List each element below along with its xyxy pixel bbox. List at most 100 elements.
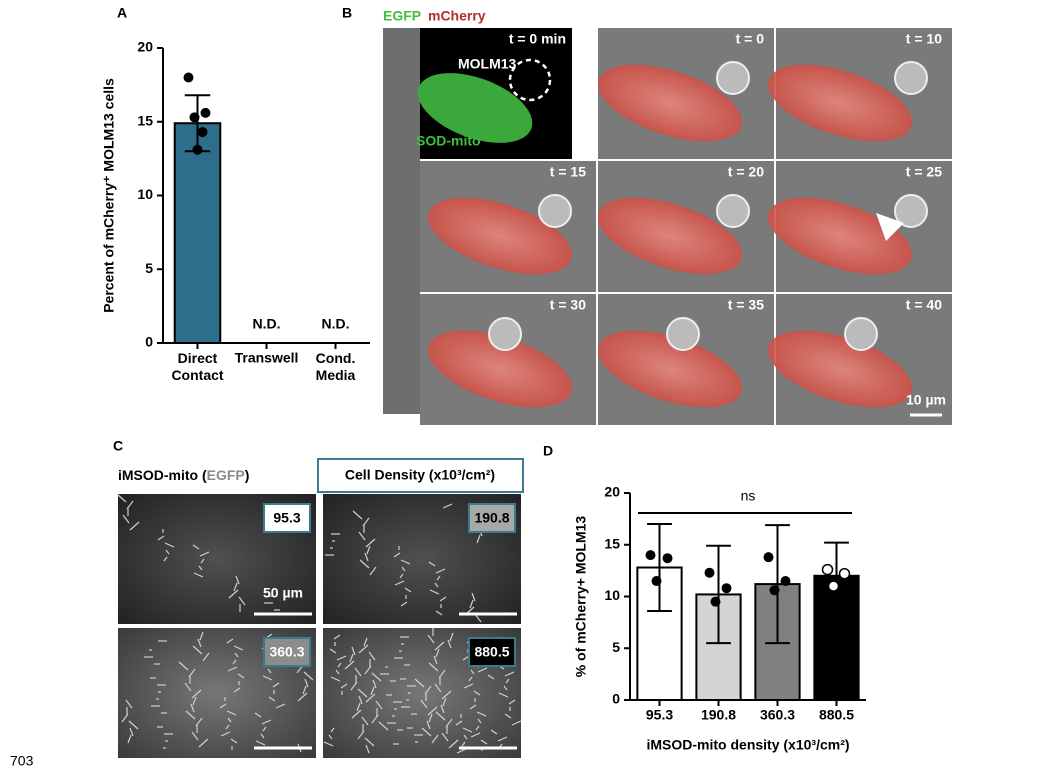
cell-process: [508, 699, 516, 705]
cell-process: [351, 646, 356, 656]
data-point: [183, 72, 194, 83]
cell-process: [220, 731, 231, 737]
cell-process: [490, 729, 498, 735]
title-part: iMSOD-mito (: [118, 467, 207, 483]
cell-process: [237, 673, 245, 679]
cell-process: [198, 565, 203, 571]
cell-process: [438, 669, 446, 679]
time-label: t = 20: [728, 164, 764, 180]
x-tick-label: 880.5: [819, 707, 854, 723]
error-bar: [765, 524, 790, 645]
cell-process: [476, 534, 481, 544]
cell-process: [262, 726, 267, 732]
data-point: [710, 596, 721, 607]
cell-process: [364, 737, 375, 747]
cell-process: [200, 558, 205, 564]
cell-process: [471, 592, 476, 602]
channel-label: EGFP: [383, 8, 421, 24]
cell-process: [429, 589, 440, 595]
molm13-cell: [538, 194, 572, 228]
time-label: t = 10: [906, 31, 942, 47]
density-image: 360.3: [118, 628, 316, 758]
scale-bar-label: 50 µm: [263, 585, 303, 601]
time-lapse-frame: t = 35: [597, 294, 774, 425]
cell-process: [369, 566, 377, 576]
cell-process: [365, 693, 376, 703]
cell-process: [449, 632, 454, 642]
cell-process: [356, 702, 361, 712]
cell-process: [157, 535, 165, 541]
time-label: t = 35: [728, 297, 764, 313]
cell-process: [505, 678, 510, 684]
cell-process: [435, 610, 443, 616]
time-lapse-frame: t = 30: [420, 294, 596, 425]
y-tick-label: 15: [604, 535, 620, 551]
cell-process: [363, 637, 368, 647]
y-tick-label: 5: [145, 260, 153, 276]
cell-process: [199, 631, 204, 641]
cell-process: [255, 740, 266, 746]
molm13-cell: [716, 61, 750, 95]
cell-process: [511, 720, 522, 726]
cell-process: [399, 573, 404, 579]
cell-process: [362, 517, 370, 527]
cell-process: [475, 725, 480, 731]
y-tick-label: 0: [612, 691, 620, 707]
data-point: [200, 107, 211, 118]
cell-process: [261, 719, 272, 725]
y-tick-label: 10: [137, 186, 153, 202]
density-value: 190.8: [474, 510, 509, 526]
cell-process: [198, 738, 209, 748]
panel-label: C: [113, 438, 123, 454]
mcherry-cell: [597, 197, 743, 275]
cell-process: [477, 667, 488, 673]
cell-process: [371, 672, 382, 682]
cell-process: [439, 596, 447, 602]
cell-process: [330, 676, 341, 682]
cell-process: [365, 744, 370, 754]
x-tick-label: Transwell: [235, 350, 299, 366]
title-part: ): [245, 467, 250, 483]
cell-process: [442, 503, 453, 509]
mcherry-cell: [597, 330, 743, 408]
cell-process: [435, 568, 446, 574]
cell-process: [365, 538, 376, 548]
x-tick-label: 360.3: [760, 707, 795, 723]
cell-process: [268, 696, 276, 702]
cell-process: [163, 556, 168, 562]
cell-process: [400, 601, 408, 607]
density-value: 880.5: [474, 644, 509, 660]
cell-process: [441, 690, 452, 700]
cell-process: [129, 727, 134, 737]
cell-process: [304, 678, 309, 688]
time-label: t = 40: [906, 297, 942, 313]
cell-process: [199, 551, 210, 557]
cell-process: [335, 669, 340, 675]
cell-process: [165, 549, 170, 555]
donor-label: SOD-mito: [416, 133, 481, 149]
cell-process: [470, 669, 475, 675]
cell-process: [462, 727, 473, 733]
density-value: 360.3: [269, 644, 304, 660]
cell-process: [448, 739, 459, 749]
cell-process: [426, 720, 431, 730]
cell-process: [394, 580, 405, 586]
cell-process: [427, 634, 435, 644]
cell-process: [188, 668, 196, 678]
value-label: N.D.: [322, 316, 350, 332]
cell-process: [272, 682, 280, 688]
cell-process: [433, 655, 438, 665]
time-label: t = 0: [736, 31, 765, 47]
channel-label: mCherry: [428, 8, 486, 24]
cell-process: [421, 727, 432, 737]
cell-process: [461, 741, 466, 747]
cell-process: [358, 644, 369, 654]
cell-process: [441, 732, 449, 742]
time-label: t = 30: [550, 297, 586, 313]
cell-process: [401, 566, 406, 572]
cell-process: [364, 665, 372, 675]
x-tick-label: 95.3: [646, 707, 673, 723]
time-lapse-frame: t = 0: [597, 28, 774, 159]
cell-process: [303, 671, 314, 681]
y-axis-label: Percent of mCherry⁺ MOLM13 cells: [101, 78, 117, 313]
